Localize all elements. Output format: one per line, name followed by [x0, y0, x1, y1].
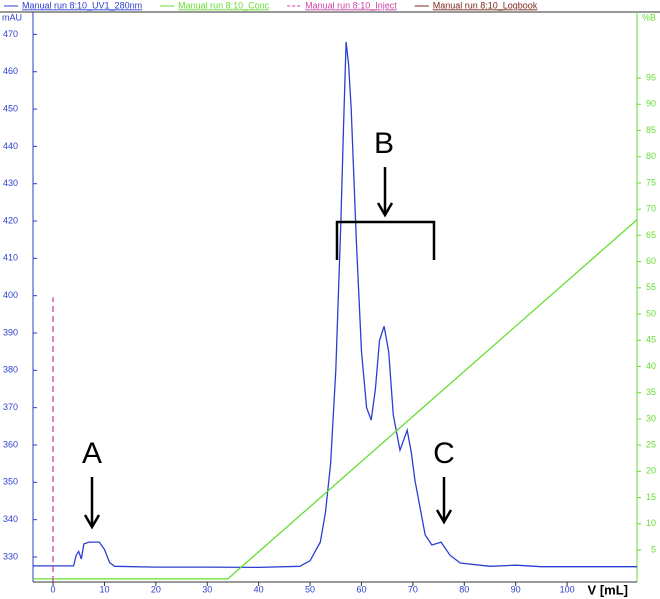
y2-tick-label: 10: [646, 518, 656, 528]
bracket: [335, 220, 436, 260]
y2-tick-label: 35: [646, 387, 656, 397]
annotation-label: B: [374, 127, 394, 160]
x-tick-label: 20: [151, 584, 161, 594]
y-tick-label: 420: [3, 215, 18, 225]
y2-tick-label: 60: [646, 256, 656, 266]
x-tick-label: 90: [511, 584, 521, 594]
y2-tick-label: 20: [646, 466, 656, 476]
y2-tick-label: 70: [646, 204, 656, 214]
y2-tick-label: 5: [651, 544, 656, 554]
y2-tick-label: 75: [646, 177, 656, 187]
x-tick-label: 0: [51, 584, 56, 594]
arrow-head: [83, 514, 101, 530]
y2-tick-label: 15: [646, 492, 656, 502]
y2-tick-label: 25: [646, 440, 656, 450]
y-tick-label: 330: [3, 551, 18, 561]
x-tick-label: 10: [99, 584, 109, 594]
y-tick-label: 360: [3, 439, 18, 449]
annotation-label: C: [433, 437, 455, 470]
y2-axis-label: %B: [642, 12, 656, 22]
annotation-label: A: [82, 437, 102, 470]
y2-tick-label: 40: [646, 361, 656, 371]
y2-tick-label: 85: [646, 125, 656, 135]
series-line: [33, 219, 638, 580]
y-tick-label: 370: [3, 402, 18, 412]
y-tick-label: 440: [3, 141, 18, 151]
legend-label: Manual run 8:10_Inject: [305, 0, 397, 10]
x-tick-label: 40: [254, 584, 264, 594]
x-tick-label: 60: [356, 584, 366, 594]
legend-label: Manual run 8:10_Logbook: [433, 0, 538, 10]
x-tick-label: 100: [560, 584, 575, 594]
y2-tick-label: 30: [646, 413, 656, 423]
x-tick-label: 80: [459, 584, 469, 594]
arrow-head: [376, 202, 394, 218]
y2-tick-label: 55: [646, 282, 656, 292]
y-tick-label: 400: [3, 290, 18, 300]
y-tick-label: 430: [3, 178, 18, 188]
y-axis-label: mAU: [2, 12, 22, 22]
y-tick-label: 410: [3, 253, 18, 263]
y-tick-label: 470: [3, 29, 18, 39]
arrow-head: [435, 509, 453, 525]
y2-tick-label: 80: [646, 151, 656, 161]
y-tick-label: 380: [3, 365, 18, 375]
y2-tick-label: 50: [646, 308, 656, 318]
y-tick-label: 350: [3, 477, 18, 487]
y-tick-label: 340: [3, 514, 18, 524]
series-line: [33, 41, 637, 569]
y2-tick-label: 65: [646, 230, 656, 240]
y2-tick-label: 90: [646, 99, 656, 109]
y2-tick-label: 95: [646, 72, 656, 82]
legend-label: Manual run 8:10_UV1_280nm: [22, 0, 142, 10]
legend-label: Manual run 8:10_Conc: [178, 0, 270, 10]
y-tick-label: 450: [3, 103, 18, 113]
x-axis-label: V [mL]: [588, 582, 628, 597]
x-tick-label: 30: [202, 584, 212, 594]
y-tick-label: 390: [3, 327, 18, 337]
x-tick-label: 70: [408, 584, 418, 594]
x-tick-label: 50: [305, 584, 315, 594]
y2-tick-label: 45: [646, 335, 656, 345]
y-tick-label: 460: [3, 66, 18, 76]
